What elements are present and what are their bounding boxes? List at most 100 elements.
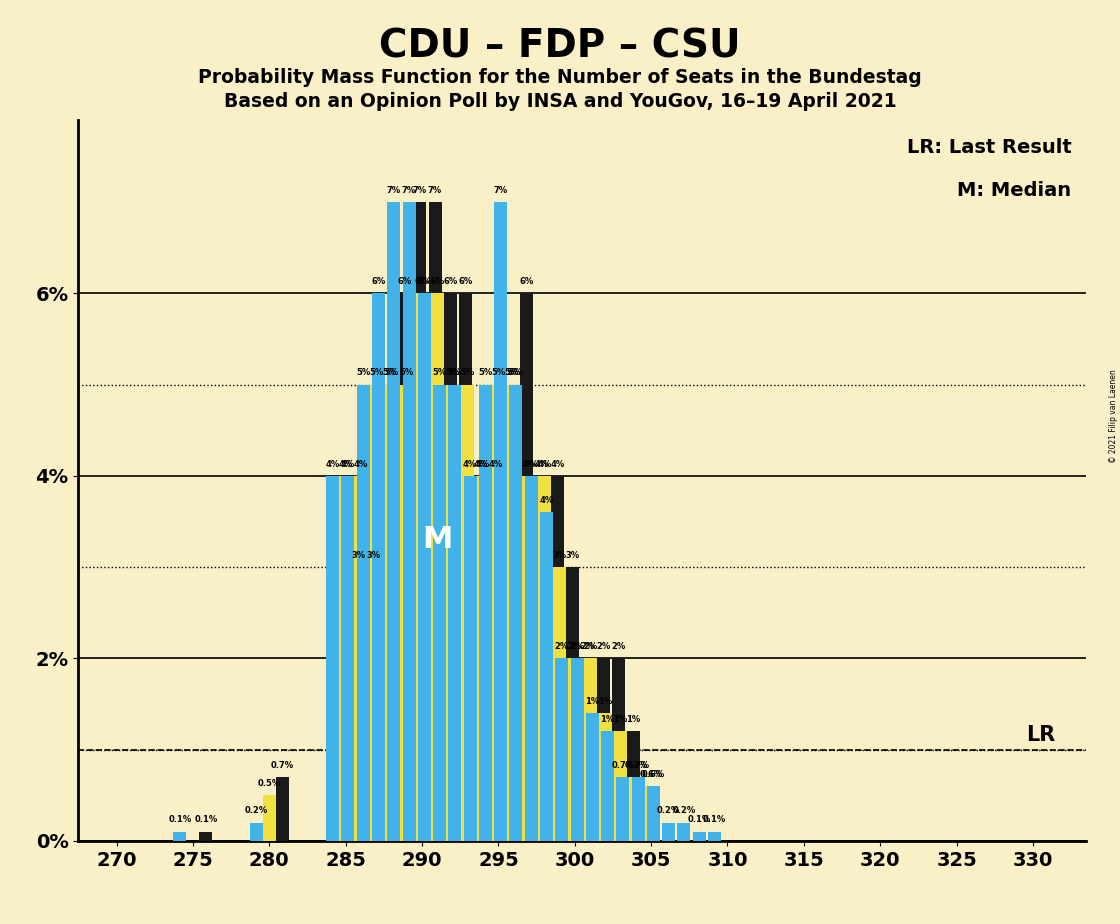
Text: 6%: 6% [398,277,411,286]
Text: 7%: 7% [428,186,442,195]
Text: M: M [422,525,452,554]
Text: Based on an Opinion Poll by INSA and YouGov, 16–19 April 2021: Based on an Opinion Poll by INSA and You… [224,92,896,112]
Text: 1%: 1% [626,715,641,724]
Bar [540,513,553,841]
Text: 0.5%: 0.5% [258,779,281,788]
Text: 6%: 6% [430,277,445,286]
Bar [402,202,416,841]
Text: 4%: 4% [524,459,539,468]
Text: 4%: 4% [474,459,488,468]
Text: 3%: 3% [552,551,567,560]
Text: 2%: 2% [596,642,610,651]
Text: 5%: 5% [504,369,519,377]
Text: 6%: 6% [520,277,534,286]
Bar [505,384,517,841]
Text: © 2021 Filip van Laenen: © 2021 Filip van Laenen [1109,369,1118,463]
Text: 1%: 1% [598,697,613,706]
Bar [461,384,475,841]
Bar [520,294,533,841]
Text: 2%: 2% [580,642,595,651]
Bar [352,567,365,841]
Text: 4%: 4% [538,459,551,468]
Text: 5%: 5% [400,369,414,377]
Text: 0.2%: 0.2% [244,807,268,815]
Bar [444,294,457,841]
Bar [383,384,395,841]
Text: 5%: 5% [478,369,493,377]
Text: 0.1%: 0.1% [703,815,726,824]
Text: 4%: 4% [540,496,553,505]
Text: 5%: 5% [460,369,475,377]
Text: 1%: 1% [614,715,627,724]
Text: 4%: 4% [476,459,491,468]
Bar [510,384,522,841]
Text: 2%: 2% [582,642,597,651]
Text: 0.7%: 0.7% [612,760,634,770]
Bar [464,476,477,841]
Text: 7%: 7% [412,186,427,195]
Text: 2%: 2% [554,642,569,651]
Bar [647,786,660,841]
Text: CDU – FDP – CSU: CDU – FDP – CSU [380,28,740,66]
Bar [342,476,354,841]
Bar [708,832,721,841]
Text: 5%: 5% [492,369,505,377]
Bar [599,713,612,841]
Bar [263,796,276,841]
Bar [199,832,213,841]
Bar [568,659,581,841]
Bar [413,202,427,841]
Text: M: Median: M: Median [958,181,1071,201]
Bar [418,294,431,841]
Bar [538,476,551,841]
Bar [494,202,507,841]
Bar [645,786,657,841]
Text: 5%: 5% [370,369,383,377]
Bar [597,659,609,841]
Bar [525,476,538,841]
Bar [614,732,627,841]
Bar [522,476,535,841]
Bar [507,384,520,841]
Text: 5%: 5% [432,369,447,377]
Bar [693,832,706,841]
Bar [370,384,383,841]
Bar [357,384,370,841]
Bar [475,476,487,841]
Bar [570,659,584,841]
Bar [632,777,645,841]
Text: LR: LR [1027,725,1056,745]
Bar [385,384,398,841]
Text: 0.1%: 0.1% [168,815,192,824]
Text: 6%: 6% [372,277,385,286]
Bar [616,777,629,841]
Text: 0.1%: 0.1% [688,815,711,824]
Text: 4%: 4% [489,459,503,468]
Text: 0.7%: 0.7% [271,760,293,770]
Bar [400,384,413,841]
Text: 6%: 6% [414,277,429,286]
Text: 7%: 7% [402,186,417,195]
Text: 1%: 1% [600,715,615,724]
Bar [492,384,505,841]
Text: 0.7%: 0.7% [626,760,650,770]
Text: Probability Mass Function for the Number of Seats in the Bundestag: Probability Mass Function for the Number… [198,68,922,88]
Bar [566,567,579,841]
Text: 6%: 6% [444,277,457,286]
Bar [551,476,563,841]
Text: 4%: 4% [463,459,477,468]
Text: 4%: 4% [535,459,549,468]
Bar [489,476,503,841]
Bar [250,822,263,841]
Bar [612,659,625,841]
Text: 1%: 1% [586,697,599,706]
Text: 6%: 6% [458,277,473,286]
Text: 4%: 4% [338,459,353,468]
Bar [326,476,339,841]
Bar [629,777,643,841]
Text: 4%: 4% [550,459,564,468]
Bar [556,659,568,841]
Bar [627,732,640,841]
Bar [388,202,400,841]
Bar [477,476,489,841]
